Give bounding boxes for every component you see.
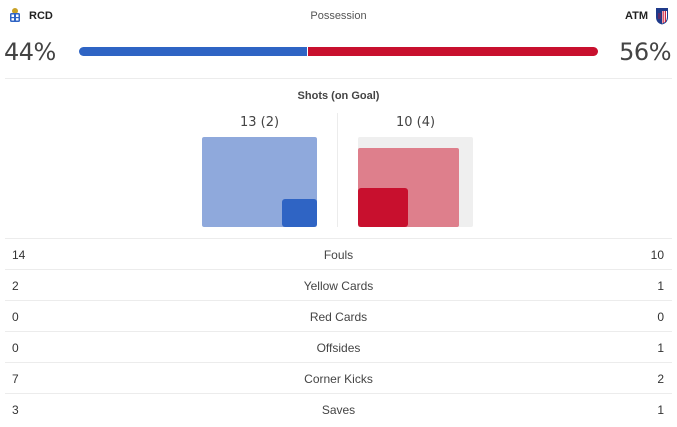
away-stat-value: 1 — [657, 341, 664, 355]
away-team[interactable]: ATM — [625, 7, 670, 25]
stat-row-corner-kicks: 7 Corner Kicks 2 — [5, 362, 672, 393]
away-possession-pct: 56% — [619, 38, 671, 66]
away-shots-box — [358, 137, 473, 227]
shots-divider — [337, 113, 338, 227]
stat-label: Yellow Cards — [303, 279, 374, 293]
away-stat-value: 2 — [657, 372, 664, 386]
possession-bar — [79, 47, 598, 56]
home-stat-value: 0 — [12, 341, 19, 355]
possession-title: Possession — [310, 10, 367, 22]
home-shots-label: 13 (2) — [239, 115, 280, 130]
away-stat-value: 10 — [650, 248, 664, 262]
stat-row-saves: 3 Saves 1 — [5, 393, 672, 424]
away-shots-label: 10 (4) — [395, 115, 436, 130]
home-stat-value: 14 — [12, 248, 26, 262]
home-stat-value: 3 — [12, 403, 19, 417]
shots-title: Shots (on Goal) — [297, 90, 380, 102]
stat-row-offsides: 0 Offsides 1 — [5, 331, 672, 362]
away-team-abbr: ATM — [624, 10, 648, 22]
home-shots-box — [202, 137, 317, 227]
away-shots-on-goal-area — [358, 188, 408, 227]
stat-row-yellow-cards: 2 Yellow Cards 1 — [5, 269, 672, 300]
away-stat-value: 0 — [657, 310, 664, 324]
home-stat-value: 0 — [12, 310, 19, 324]
home-possession-pct: 44% — [4, 38, 56, 66]
stat-label: Offsides — [316, 341, 361, 355]
away-possession-bar — [308, 47, 598, 56]
stat-row-fouls: 14 Fouls 10 — [5, 238, 672, 269]
possession-row: 44% 56% — [0, 36, 677, 72]
away-stat-value: 1 — [657, 279, 664, 293]
divider — [5, 78, 672, 79]
home-possession-bar — [79, 47, 307, 56]
stat-label: Fouls — [323, 248, 354, 262]
stat-row-red-cards: 0 Red Cards 0 — [5, 300, 672, 331]
home-team[interactable]: RCD — [7, 7, 53, 25]
stat-label: Red Cards — [309, 310, 368, 324]
atletico-madrid-crest-icon — [654, 7, 670, 25]
stat-label: Saves — [321, 403, 356, 417]
home-stat-value: 2 — [12, 279, 19, 293]
match-header: RCD Possession ATM — [0, 0, 677, 32]
deportivo-crest-icon — [7, 7, 23, 25]
home-team-abbr: RCD — [29, 10, 53, 22]
home-shots-on-goal-area — [282, 199, 317, 227]
away-stat-value: 1 — [657, 403, 664, 417]
stats-table: 14 Fouls 10 2 Yellow Cards 1 0 Red Cards… — [5, 238, 672, 424]
stat-label: Corner Kicks — [304, 372, 373, 386]
home-stat-value: 7 — [12, 372, 19, 386]
